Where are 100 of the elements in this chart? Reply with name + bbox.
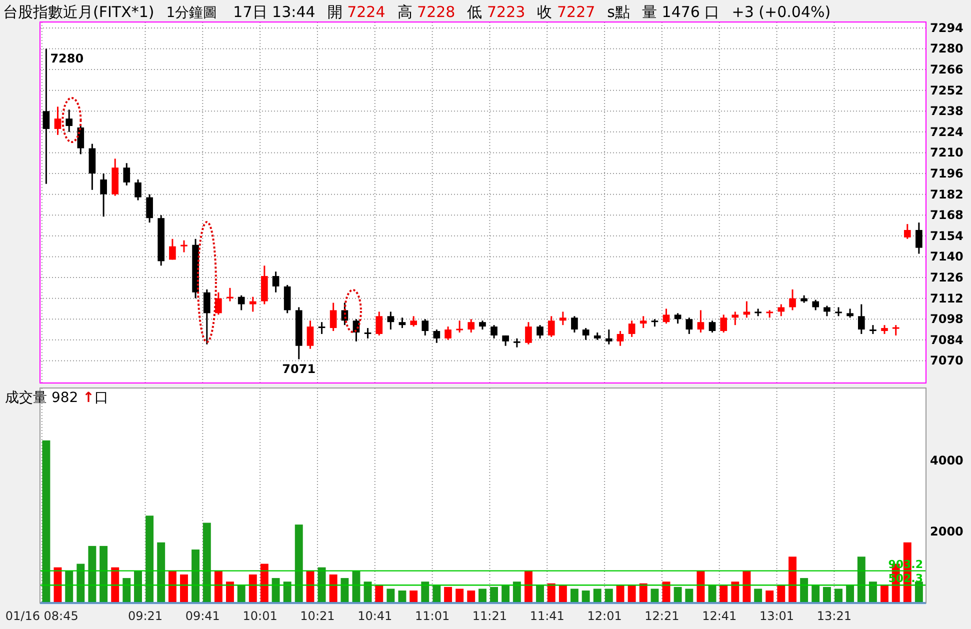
bar: [444, 586, 452, 603]
x-tick-label: 10:21: [300, 609, 335, 623]
y-tick-label: 7084: [930, 332, 964, 347]
bar: [857, 556, 866, 603]
y-tick-label: 7196: [930, 166, 964, 181]
bar: [812, 585, 820, 603]
bar: [410, 590, 418, 603]
bar: [214, 570, 222, 603]
bar: [834, 588, 842, 603]
y-tick-label: 7098: [930, 312, 964, 326]
bar: [272, 578, 280, 603]
bar: [628, 585, 636, 603]
text: 17日 13:44: [233, 3, 316, 21]
bar: [111, 567, 120, 603]
bar: [478, 588, 486, 603]
bar: [754, 588, 762, 603]
bar: [512, 582, 521, 603]
bar: [294, 524, 303, 603]
annotation: 7071: [282, 362, 316, 376]
bar: [788, 556, 796, 603]
text: +3 (+0.04%): [732, 3, 831, 21]
y-tick-label: 7126: [930, 270, 964, 285]
y-tick-label: 7294: [930, 20, 964, 35]
x-tick-label: 13:21: [816, 609, 852, 623]
bar: [157, 542, 166, 603]
y-tick-label: 4000: [930, 453, 964, 468]
x-tick-label: 12:41: [702, 609, 737, 623]
bar: [398, 590, 406, 603]
bar: [432, 585, 441, 603]
y-tick-label: 7280: [930, 42, 964, 56]
bar: [720, 585, 728, 603]
bar: [731, 582, 740, 603]
bar: [616, 585, 624, 603]
bar: [868, 582, 877, 603]
bar: [65, 570, 74, 603]
bar: [570, 588, 578, 603]
bar: [88, 546, 96, 603]
text: s點: [607, 3, 630, 21]
x-tick-label: 09:41: [185, 609, 220, 623]
bar: [650, 588, 659, 603]
bar: [134, 570, 142, 603]
bar: [260, 564, 268, 603]
y-tick-label: 7112: [930, 291, 964, 306]
bar: [742, 570, 751, 603]
bar: [42, 440, 50, 603]
y-tick-label: 7252: [930, 83, 964, 98]
text: 開 7224: [327, 3, 386, 21]
bar: [547, 583, 556, 603]
x-tick-label: 11:01: [415, 609, 450, 623]
bar: [536, 585, 544, 603]
x-tick-label: 01/16 08:45: [5, 609, 78, 623]
x-tick-label: 12:21: [644, 609, 680, 623]
y-tick-label: 7182: [930, 187, 964, 202]
bar: [180, 574, 188, 603]
x-tick-label: 11:21: [472, 609, 508, 623]
y-tick-label: 7070: [930, 354, 964, 368]
bar: [696, 570, 705, 603]
bar: [639, 583, 648, 603]
bar: [76, 564, 85, 603]
bar: [502, 585, 510, 603]
bar: [237, 585, 246, 603]
bar: [340, 578, 349, 603]
y-tick-label: 7238: [930, 104, 964, 118]
bar: [318, 567, 326, 603]
y-tick-label: 7154: [930, 228, 964, 243]
bar: [226, 582, 234, 603]
bar: [122, 578, 131, 603]
annotation: 7280: [50, 52, 84, 66]
bar: [582, 590, 590, 603]
y-tick-label: 7210: [930, 146, 964, 160]
bar: [248, 574, 257, 603]
bar: [467, 590, 476, 603]
bar: [880, 585, 888, 603]
bar: [766, 590, 774, 603]
bar: [364, 582, 372, 603]
bar: [524, 570, 532, 603]
x-tick-label: 11:41: [530, 609, 564, 623]
y-tick-label: 7266: [930, 62, 964, 77]
y-tick-label: 7224: [930, 124, 964, 139]
x-tick-label: 10:01: [242, 609, 278, 623]
bar: [674, 586, 682, 603]
y-tick-label: 2000: [930, 524, 964, 539]
x-tick-label: 12:01: [587, 609, 622, 623]
bar: [846, 585, 854, 603]
chart-title: 成交量 982 ↑口: [5, 390, 108, 406]
x-tick-label: 09:21: [128, 609, 163, 623]
bar: [329, 574, 338, 603]
bar: [593, 588, 602, 603]
bar: [421, 582, 430, 603]
text: 低 7223: [467, 3, 526, 21]
bar: [558, 585, 567, 603]
bar: [777, 585, 786, 603]
bar: [386, 588, 395, 603]
bar: [146, 516, 154, 603]
bar: [822, 586, 831, 603]
bar: [192, 550, 200, 603]
chart-subtitle: 1分鐘圖: [166, 5, 218, 21]
text: 量 1476 口: [642, 3, 720, 21]
text: 高 7228: [397, 3, 456, 21]
y-tick-label: 7140: [930, 250, 964, 264]
